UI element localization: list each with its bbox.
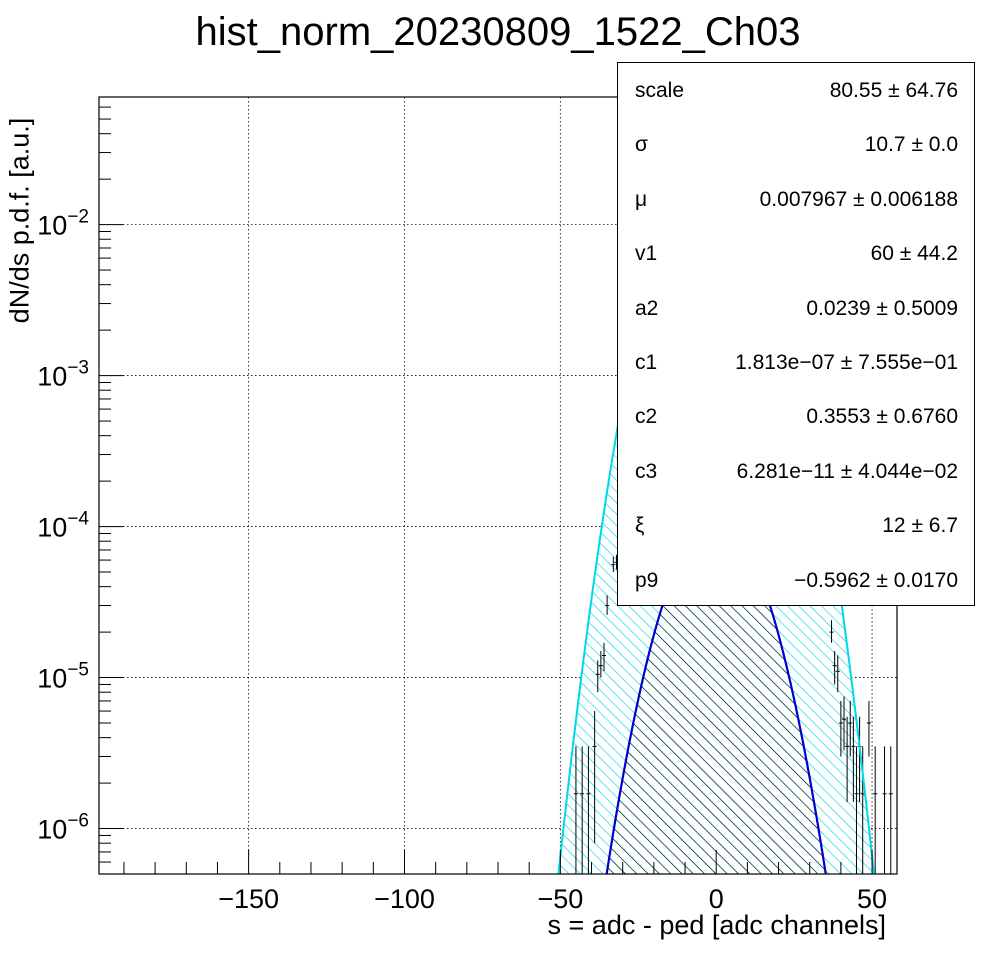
data-point — [573, 746, 578, 874]
y-tick-label: 10−3 — [37, 358, 89, 392]
data-point — [848, 700, 853, 757]
data-point — [605, 595, 610, 615]
data-point — [829, 620, 834, 643]
y-tick-label: 10−2 — [37, 207, 89, 241]
stat-value: 0.007967 ± 0.006188 — [759, 187, 958, 211]
stat-name: p9 — [635, 568, 659, 592]
x-tick-label: 0 — [709, 884, 724, 914]
y-axis-label: dN/ds p.d.f. [a.u.] — [4, 117, 35, 324]
stat-name: v1 — [635, 242, 658, 266]
stat-value: 1.813e−07 ± 7.555e−01 — [735, 351, 958, 374]
stat-name: c3 — [635, 459, 658, 483]
data-point — [842, 696, 847, 751]
chart-title: hist_norm_20230809_1522_Ch03 — [195, 10, 801, 54]
data-point — [866, 700, 871, 757]
y-tick-label: 10−5 — [37, 660, 89, 694]
data-point — [595, 660, 600, 693]
stat-value: 0.3553 ± 0.6760 — [806, 405, 958, 429]
stat-row: σ 10.7 ± 0.0 — [618, 117, 974, 171]
data-point — [882, 746, 887, 874]
stat-name: c2 — [635, 405, 658, 429]
y-tick-label: 10−4 — [37, 509, 89, 543]
fit_component-fill — [606, 520, 826, 874]
x-axis-label: s = adc - ped [adc channels] — [547, 910, 886, 940]
data-point — [611, 556, 616, 573]
stat-row: a2 0.0239 ± 0.5009 — [618, 281, 974, 335]
stat-value: 6.281e−11 ± 4.044e−02 — [736, 459, 958, 483]
x-tick-label: −150 — [218, 884, 279, 914]
stat-row: μ 0.007967 ± 0.006188 — [618, 172, 974, 226]
stat-row: scale 80.55 ± 64.76 — [618, 63, 974, 117]
stat-row: p9 −0.5962 ± 0.0170 — [618, 553, 974, 607]
stat-row: ξ 12 ± 6.7 — [618, 498, 974, 552]
x-tick-label: −100 — [374, 884, 435, 914]
stat-row: c1 1.813e−07 ± 7.555e−01 — [618, 335, 974, 389]
stat-row: c3 6.281e−11 ± 4.044e−02 — [618, 444, 974, 498]
data-point — [845, 716, 850, 802]
x-tick-label: −50 — [537, 884, 583, 914]
data-point — [835, 655, 840, 693]
stat-row: c2 0.3553 ± 0.6760 — [618, 389, 974, 443]
data-point — [888, 746, 893, 874]
data-point — [854, 746, 859, 874]
stat-value: 10.7 ± 0.0 — [864, 133, 958, 157]
stat-name: scale — [635, 79, 685, 102]
stat-value: 60 ± 44.2 — [870, 242, 958, 266]
data-point — [851, 716, 856, 802]
data-point — [601, 642, 606, 672]
stat-name: ξ — [635, 514, 645, 538]
axis-ticks: −150 −100 −50 0 50 10−6 10−5 10−4 10−3 10−2 — [37, 96, 887, 914]
stat-name: c1 — [635, 351, 658, 374]
stat-name: σ — [635, 133, 648, 157]
stat-value: −0.5962 ± 0.0170 — [794, 568, 958, 592]
x-tick-label: 50 — [857, 884, 887, 914]
stat-row: v1 60 ± 44.2 — [618, 226, 974, 280]
stat-value: 80.55 ± 64.76 — [829, 79, 958, 102]
data-point — [586, 746, 591, 874]
data-point — [873, 746, 878, 874]
stat-value: 0.0239 ± 0.5009 — [806, 296, 958, 320]
y-tick-label: 10−6 — [37, 811, 89, 845]
stat-name: a2 — [635, 296, 659, 320]
fit-stats-box: scale 80.55 ± 64.76 σ 10.7 ± 0.0 μ 0.007967 ±… — [617, 62, 975, 606]
data-point — [592, 711, 597, 844]
data-point — [598, 650, 603, 678]
data-point — [838, 700, 843, 757]
stat-name: μ — [635, 187, 648, 211]
data-point — [580, 746, 585, 874]
stat-value: 12 ± 6.7 — [882, 514, 958, 538]
data-point — [832, 650, 837, 685]
data-points — [573, 461, 893, 874]
